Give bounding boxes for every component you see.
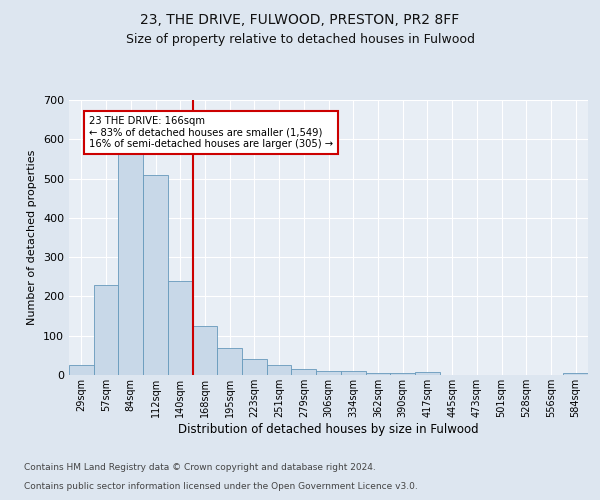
Bar xyxy=(563,373,588,375)
Bar xyxy=(292,369,316,375)
Text: Contains HM Land Registry data © Crown copyright and database right 2024.: Contains HM Land Registry data © Crown c… xyxy=(24,464,376,472)
Text: Distribution of detached houses by size in Fulwood: Distribution of detached houses by size … xyxy=(178,422,479,436)
Bar xyxy=(390,373,415,375)
Bar xyxy=(143,174,168,375)
Text: Size of property relative to detached houses in Fulwood: Size of property relative to detached ho… xyxy=(125,32,475,46)
Bar xyxy=(242,360,267,375)
Bar xyxy=(94,284,118,375)
Bar xyxy=(341,371,365,375)
Text: Contains public sector information licensed under the Open Government Licence v3: Contains public sector information licen… xyxy=(24,482,418,491)
Bar xyxy=(316,371,341,375)
Bar xyxy=(267,365,292,375)
Y-axis label: Number of detached properties: Number of detached properties xyxy=(28,150,37,325)
Bar xyxy=(193,326,217,375)
Text: 23, THE DRIVE, FULWOOD, PRESTON, PR2 8FF: 23, THE DRIVE, FULWOOD, PRESTON, PR2 8FF xyxy=(140,12,460,26)
Bar xyxy=(217,348,242,375)
Bar xyxy=(415,372,440,375)
Bar xyxy=(365,373,390,375)
Bar xyxy=(69,365,94,375)
Bar xyxy=(168,280,193,375)
Bar xyxy=(118,151,143,375)
Text: 23 THE DRIVE: 166sqm
← 83% of detached houses are smaller (1,549)
16% of semi-de: 23 THE DRIVE: 166sqm ← 83% of detached h… xyxy=(89,116,333,149)
